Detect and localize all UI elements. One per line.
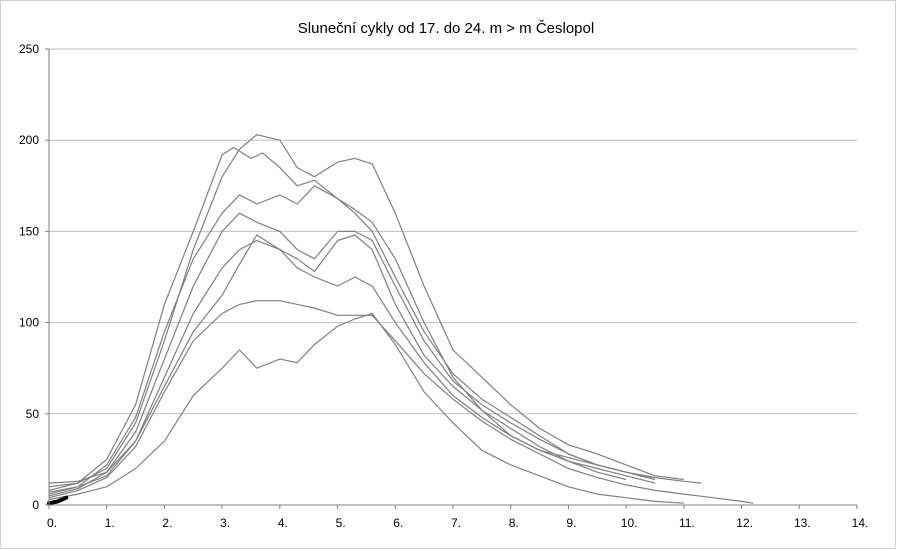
y-tick-label: 50 (26, 407, 40, 421)
x-tick-label: 14. (852, 516, 869, 530)
y-tick-label: 250 (19, 42, 39, 56)
x-tick-label: 2. (162, 516, 172, 530)
x-tick-label: 1. (105, 516, 115, 530)
series-line-6 (48, 234, 656, 495)
y-tick-label: 150 (19, 224, 39, 238)
y-tick-label: 100 (19, 316, 39, 330)
x-tick-label: 13. (794, 516, 811, 530)
chart-title: Sluneční cykly od 17. do 24. m > m Česlo… (298, 20, 594, 37)
y-axis-ticks: 0 50 100 150 200 250 (19, 42, 49, 512)
x-tick-label: 5. (336, 516, 346, 530)
x-tick-label: 11. (679, 516, 695, 530)
x-tick-label: 10. (621, 516, 638, 530)
x-tick-label: 3. (220, 516, 230, 530)
series-line-7 (48, 300, 754, 504)
series-line-8 (48, 312, 684, 504)
series-line-3 (48, 185, 656, 493)
x-tick-label: 0. (47, 516, 57, 530)
x-tick-label: 12. (736, 516, 753, 530)
x-tick-label: 4. (278, 516, 288, 530)
x-tick-label: 9. (566, 516, 576, 530)
series-line-4 (48, 212, 656, 497)
current-cycle-line (47, 495, 69, 506)
x-tick-label: 8. (509, 516, 519, 530)
series-line-5 (48, 234, 627, 484)
series-lines (47, 134, 754, 506)
series-line-2 (48, 134, 684, 488)
x-axis-ticks: 0. 1. 2. 3. 4. 5. 6. 7. 8. 9. 10. 11. 12. 13. 14. (47, 505, 868, 530)
x-tick-label: 6. (393, 516, 403, 530)
grid-lines (49, 48, 857, 415)
y-tick-label: 0 (32, 498, 39, 512)
y-tick-label: 200 (19, 133, 39, 147)
x-tick-label: 7. (451, 516, 461, 530)
axes (48, 49, 857, 506)
series-line-1 (48, 146, 702, 491)
